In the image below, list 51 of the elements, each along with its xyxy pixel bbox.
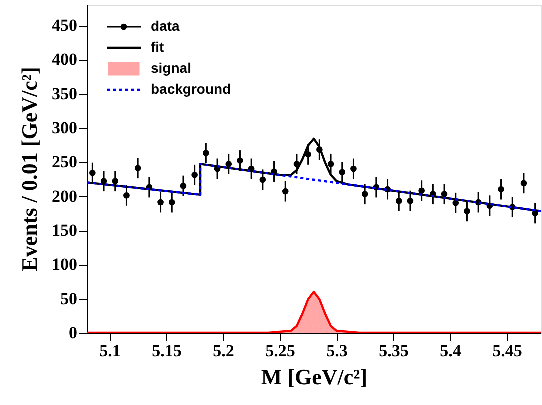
point xyxy=(396,198,402,204)
point xyxy=(168,199,176,206)
point xyxy=(134,165,142,172)
y-tick-label: 0 xyxy=(69,324,78,342)
point xyxy=(328,161,334,168)
x-tick-label: 5.35 xyxy=(379,342,409,360)
point xyxy=(418,188,425,194)
legend-label: signal xyxy=(151,60,192,76)
point xyxy=(498,186,504,193)
point xyxy=(441,191,448,198)
point xyxy=(90,170,96,176)
point xyxy=(305,151,312,158)
y-tick-label: 300 xyxy=(52,118,78,138)
point xyxy=(260,176,266,184)
x-axis-title: M [GeV/c²] xyxy=(261,364,368,390)
point xyxy=(158,199,164,206)
x-tick-label: 5.15 xyxy=(152,342,182,360)
y-tick-label: 400 xyxy=(52,50,78,70)
point xyxy=(282,188,289,195)
point xyxy=(407,198,414,204)
point xyxy=(226,161,232,168)
point xyxy=(350,166,357,172)
x-tick-label: 5.1 xyxy=(100,342,121,360)
x-tick-label: 5.25 xyxy=(266,342,296,360)
point xyxy=(124,192,130,199)
x-tick-label: 5.45 xyxy=(492,342,522,360)
legend-label: fit xyxy=(151,39,165,55)
point xyxy=(180,182,187,190)
legend-label: data xyxy=(151,18,180,34)
x-tick-label: 5.3 xyxy=(326,342,348,360)
x-tick-label: 5.2 xyxy=(213,342,234,360)
point xyxy=(203,150,210,156)
point xyxy=(339,169,346,176)
point xyxy=(192,172,198,178)
y-tick-label: 200 xyxy=(52,186,78,206)
point xyxy=(362,191,368,198)
y-tick-label: 350 xyxy=(52,84,78,104)
legend-label: background xyxy=(151,81,232,97)
point xyxy=(464,208,470,215)
y-tick-label: 100 xyxy=(52,255,78,274)
y-tick-label: 150 xyxy=(52,221,78,240)
y-tick-label: 250 xyxy=(52,152,78,172)
y-tick-label: 450 xyxy=(52,16,78,35)
point xyxy=(237,158,244,164)
y-axis-title: Events / 0.01 [GeV/c²] xyxy=(17,67,42,272)
point xyxy=(452,200,460,206)
y-tick-label: 50 xyxy=(60,289,78,308)
point xyxy=(112,178,119,184)
x-tick-label: 5.4 xyxy=(440,342,462,360)
line-series xyxy=(87,163,541,212)
point xyxy=(520,180,528,187)
